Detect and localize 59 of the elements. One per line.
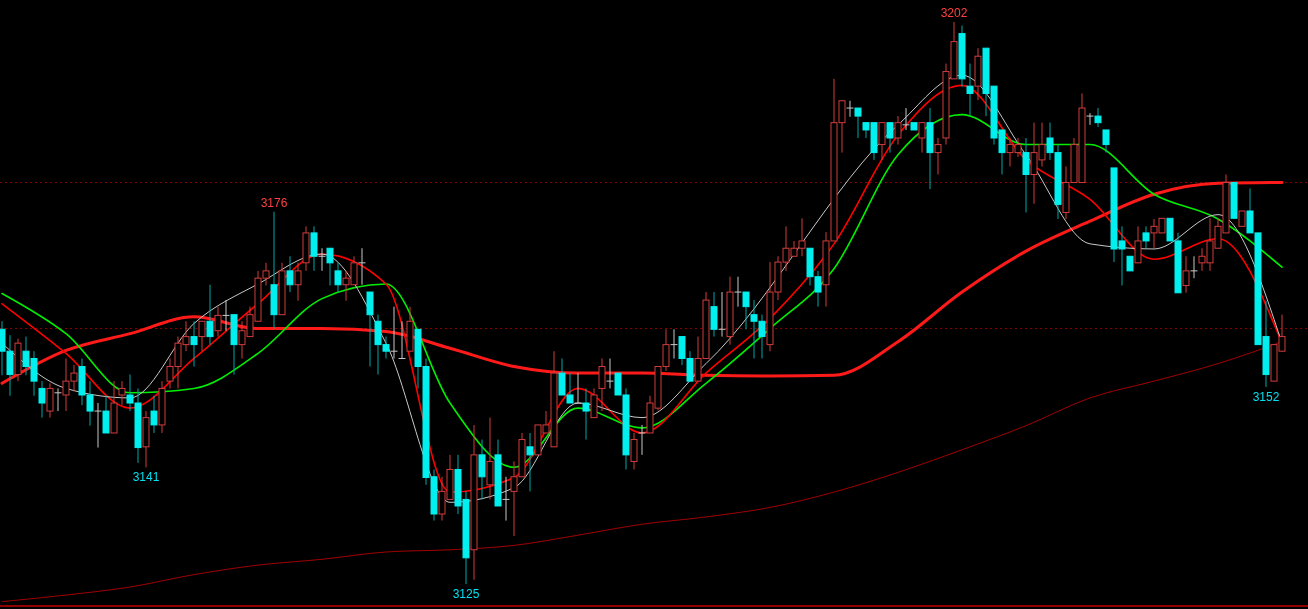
annotation: 3141	[132, 470, 160, 485]
annotation: 3176	[260, 195, 288, 210]
candlestick	[118, 380, 126, 406]
candlestick	[94, 402, 102, 449]
candlestick	[486, 417, 494, 500]
annotation: 3202	[940, 5, 968, 20]
candlestick	[310, 225, 318, 272]
candlestick	[1086, 112, 1094, 126]
candlestick	[366, 291, 374, 368]
candlestick	[606, 357, 614, 389]
annotation: 3125	[452, 587, 480, 602]
candlestick	[286, 255, 294, 293]
candlestick	[1142, 225, 1150, 249]
candlestick	[1134, 225, 1142, 264]
candlestick	[102, 395, 110, 434]
candlestick	[198, 320, 206, 352]
candlestick	[734, 276, 742, 308]
candlestick	[334, 262, 342, 293]
candlestick	[1190, 255, 1198, 279]
candlestick	[38, 380, 46, 419]
candlestick	[206, 284, 214, 346]
candlestick	[526, 432, 534, 492]
candlestick	[846, 100, 854, 118]
candlestick	[46, 382, 54, 419]
candlestick	[190, 320, 198, 368]
candlestick	[318, 247, 326, 272]
candlestick	[934, 137, 942, 175]
candlestick	[918, 122, 926, 154]
candlestick	[390, 306, 398, 359]
candlestick	[478, 439, 486, 500]
candlestick	[1102, 129, 1110, 154]
candlestick	[582, 387, 590, 441]
candlestick	[358, 247, 366, 286]
candlestick	[54, 387, 62, 412]
candlestick	[222, 299, 230, 332]
candlestick	[854, 107, 862, 139]
candlestick	[894, 115, 902, 146]
candlestick	[710, 291, 718, 338]
candlestick	[598, 357, 606, 412]
candlestick	[718, 291, 726, 338]
candlestick	[398, 320, 406, 359]
candlestick	[886, 122, 894, 154]
candlestick	[574, 372, 582, 404]
candlestick	[902, 107, 910, 131]
candlestick	[742, 291, 750, 330]
candlestick	[326, 247, 334, 286]
candlestick	[1094, 107, 1102, 128]
candlestick	[294, 262, 302, 302]
candlestick	[1022, 137, 1030, 213]
candlestick	[638, 424, 646, 456]
candlestick	[878, 122, 886, 161]
candlestick	[590, 387, 598, 419]
candlestick	[670, 328, 678, 359]
candlestick	[214, 306, 222, 338]
candlestick	[630, 432, 638, 470]
candlestick	[966, 63, 974, 117]
annotation: 3152	[1252, 389, 1280, 404]
candlestick	[1182, 255, 1190, 294]
candlestick	[150, 395, 158, 434]
